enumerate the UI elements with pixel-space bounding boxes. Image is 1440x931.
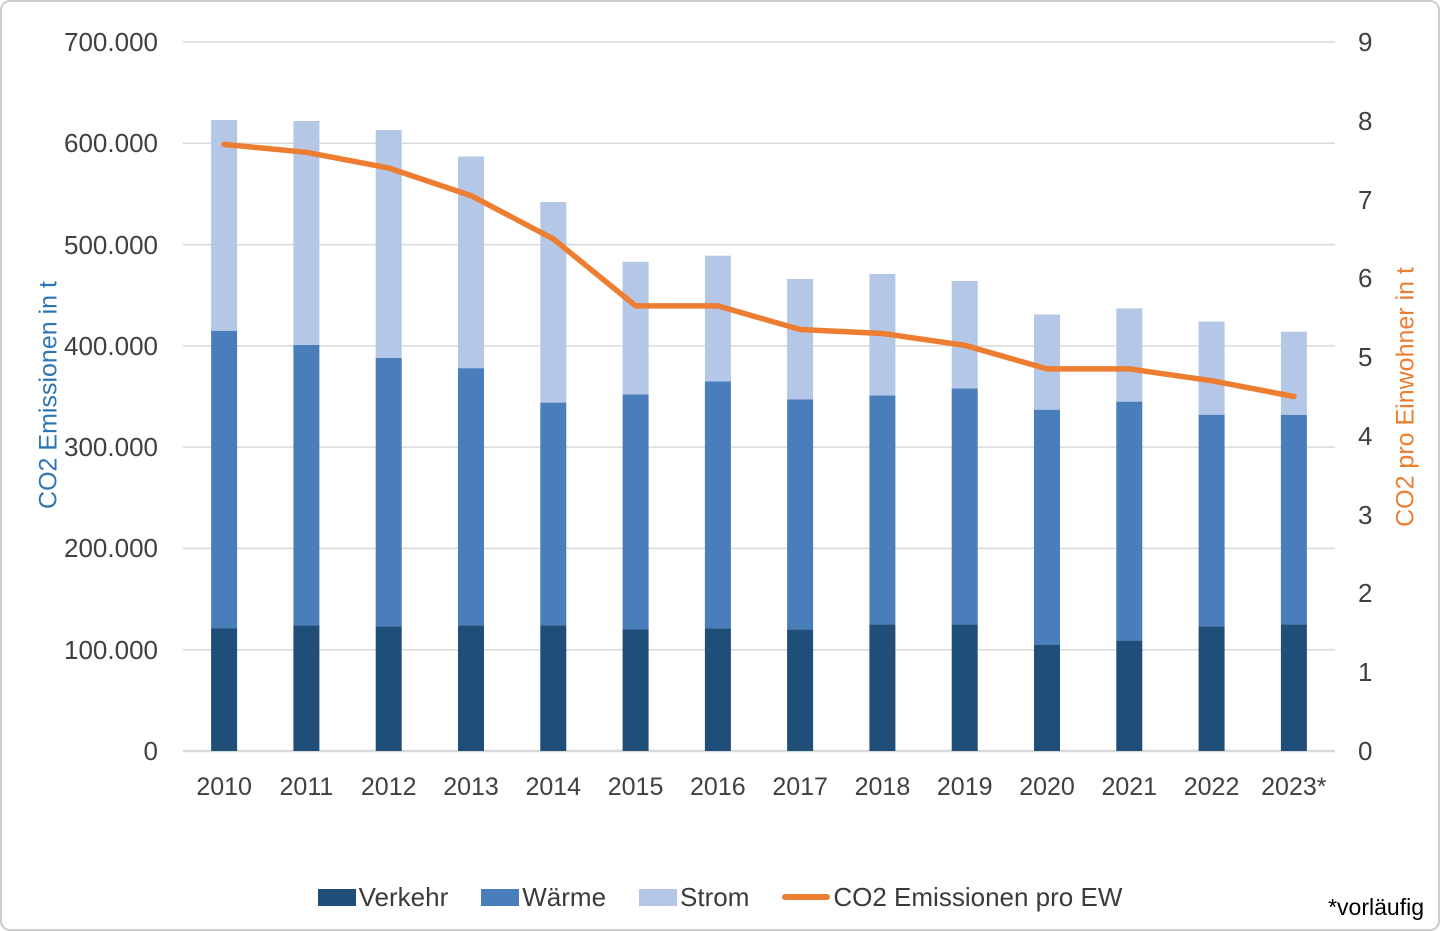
x-axis-tick-label-2014: 2014 <box>525 773 582 801</box>
y-axis-left-tick-label: 700.000 <box>64 27 158 57</box>
bar-segment-strom-2023 <box>1280 331 1307 415</box>
bar-segment-verkehr-2021 <box>1116 640 1143 751</box>
bar-segment-verkehr-2014 <box>540 625 567 751</box>
y-axis-right-tick-label: 7 <box>1358 184 1373 215</box>
y-axis-left-tick-label: 300.000 <box>64 432 158 463</box>
x-axis-tick-label-2012: 2012 <box>360 773 417 801</box>
bar-segment-w-rme-2016 <box>704 381 731 629</box>
y-axis-right-tick-label: 6 <box>1358 263 1373 294</box>
legend-label-verkehr: Verkehr <box>358 882 449 912</box>
bar-segment-verkehr-2010 <box>211 628 238 751</box>
legend-label-waerme: Wärme <box>522 882 607 912</box>
legend: Verkehr Wärme Strom CO2 Emissionen pro E… <box>2 880 1438 914</box>
bar-segment-strom-2013 <box>458 156 484 369</box>
y-axis-left-tick-label: 600.000 <box>64 128 158 159</box>
bar-segment-w-rme-2015 <box>622 394 649 630</box>
line-co2-emissionen-pro-ew <box>221 141 1297 400</box>
x-axis-tick-label-2023: 2023* <box>1261 773 1327 801</box>
x-axis-tick-label-2019: 2019 <box>936 773 993 801</box>
bar-segment-verkehr-2016 <box>704 628 731 751</box>
bar-segment-verkehr-2023 <box>1280 624 1307 751</box>
y-axis-right-tick-label: 9 <box>1358 27 1373 57</box>
y-axis-right-tick-label: 1 <box>1358 657 1373 688</box>
bar-segment-w-rme-2022 <box>1198 414 1225 627</box>
y-axis-right-title: CO2 pro Einwohner in t <box>1391 267 1420 527</box>
bar-segment-w-rme-2013 <box>458 368 484 626</box>
bar-segment-strom-2016 <box>704 255 731 382</box>
bar-segment-verkehr-2022 <box>1198 626 1225 751</box>
legend-item-strom: Strom <box>639 882 749 912</box>
legend-item-waerme: Wärme <box>481 882 606 912</box>
bar-segment-verkehr-2017 <box>787 629 814 751</box>
legend-item-co2-pro-ew: CO2 Emissionen pro EW <box>782 882 1122 912</box>
y-axis-right-tick-label: 3 <box>1358 499 1373 530</box>
y-axis-left-tick-label: 200.000 <box>64 533 158 564</box>
y-axis-left-tick-label: 100.000 <box>64 634 158 665</box>
bar-segment-w-rme-2021 <box>1116 401 1143 641</box>
legend-label-strom: Strom <box>680 882 750 912</box>
bar-segment-w-rme-2012 <box>375 358 402 627</box>
y-axis-right-tick-label: 4 <box>1358 420 1373 451</box>
x-axis-tick-label-2013: 2013 <box>443 773 499 801</box>
x-axis-tick-label-2015: 2015 <box>607 773 664 801</box>
bar-segment-strom-2019 <box>951 281 978 389</box>
x-axis-tick-label-2021: 2021 <box>1101 773 1158 801</box>
legend-swatch-verkehr <box>317 888 356 906</box>
bar-segment-verkehr-2013 <box>458 625 484 751</box>
x-axis-tick-label-2010: 2010 <box>196 773 252 801</box>
y-axis-left-tick-label: 0 <box>143 736 158 766</box>
y-axis-left-title: CO2 Emissionen in t <box>34 281 63 509</box>
x-axis-tick-label-2016: 2016 <box>690 773 746 801</box>
bar-segment-w-rme-2010 <box>211 330 238 629</box>
bar-segment-verkehr-2012 <box>375 626 402 751</box>
y-axis-right-tick-label: 8 <box>1358 105 1373 136</box>
legend-line-swatch-co2-pro-ew <box>782 894 831 900</box>
legend-swatch-strom <box>639 888 678 906</box>
bar-segment-verkehr-2019 <box>951 624 978 751</box>
x-axis-tick-label-2011: 2011 <box>279 773 334 801</box>
bar-segment-strom-2020 <box>1034 314 1060 410</box>
y-axis-right-tick-label: 5 <box>1358 342 1373 373</box>
bar-segment-strom-2011 <box>293 121 320 345</box>
bar-segment-strom-2022 <box>1198 321 1225 415</box>
bar-segment-w-rme-2017 <box>787 399 814 630</box>
bar-segment-verkehr-2018 <box>869 624 896 751</box>
y-axis-left-tick-label: 400.000 <box>64 330 158 361</box>
legend-label-co2-pro-ew: CO2 Emissionen pro EW <box>833 882 1123 912</box>
bar-segment-strom-2015 <box>622 261 649 395</box>
x-axis-tick-label-2017: 2017 <box>772 773 828 801</box>
bar-segment-strom-2021 <box>1116 308 1143 402</box>
bar-segment-w-rme-2019 <box>951 388 978 625</box>
bar-segment-w-rme-2020 <box>1034 409 1060 645</box>
bar-segment-verkehr-2015 <box>622 629 649 751</box>
x-axis-tick-label-2018: 2018 <box>854 773 911 801</box>
bar-segment-strom-2010 <box>211 120 238 331</box>
x-axis-tick-label-2020: 2020 <box>1019 773 1075 801</box>
bar-segment-strom-2017 <box>787 279 814 400</box>
x-axis-tick-label-2022: 2022 <box>1183 773 1240 801</box>
bar-segment-w-rme-2023 <box>1280 414 1307 625</box>
y-axis-right-tick-label: 2 <box>1358 578 1373 609</box>
bar-segment-w-rme-2011 <box>293 344 320 626</box>
legend-item-verkehr: Verkehr <box>317 882 449 912</box>
bar-segment-verkehr-2011 <box>293 625 320 751</box>
bar-segment-verkehr-2020 <box>1034 644 1060 751</box>
footnote-preliminary: *vorläufig <box>1328 894 1424 920</box>
legend-swatch-waerme <box>481 888 520 906</box>
bar-segment-w-rme-2018 <box>869 395 896 625</box>
bar-segment-w-rme-2014 <box>540 402 567 626</box>
y-axis-left-tick-label: 500.000 <box>64 229 158 260</box>
y-axis-right-tick-label: 0 <box>1358 736 1373 766</box>
